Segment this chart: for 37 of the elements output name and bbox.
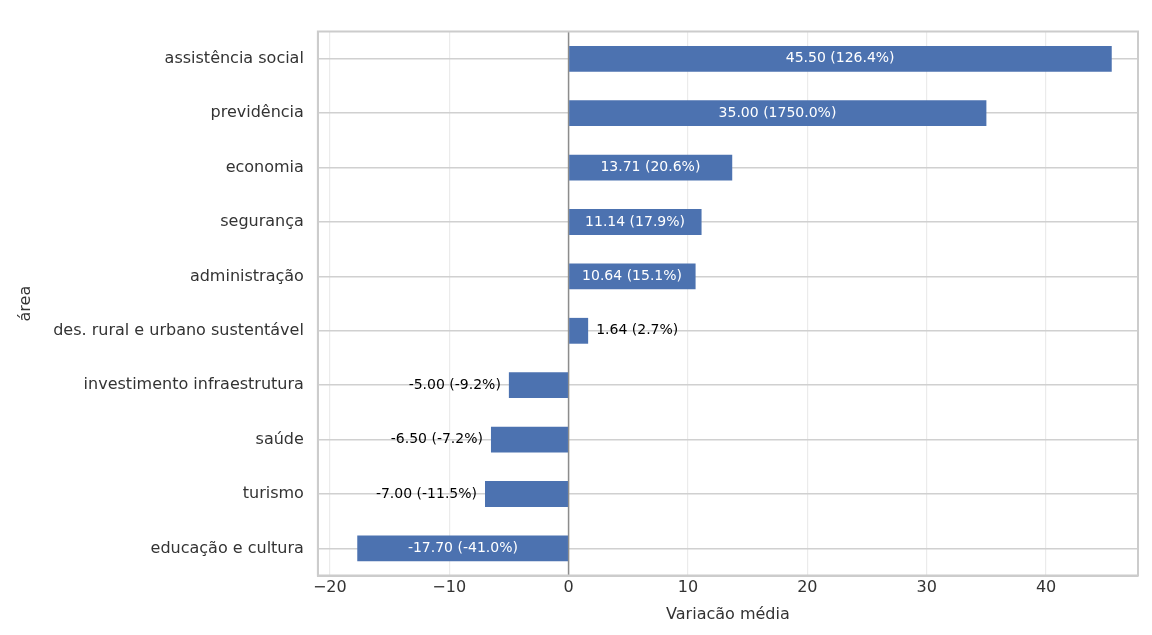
y-tick-label: assistência social [164, 47, 304, 67]
y-tick-label: previdência [210, 102, 304, 122]
y-tick-label: saúde [255, 428, 304, 448]
data-label: 11.14 (17.9%) [585, 212, 686, 229]
y-tick-label: administração [189, 265, 304, 285]
y-tick-label: segurança [220, 211, 304, 231]
data-label: 45.50 (126.4%) [785, 49, 895, 66]
data-label: 10.64 (15.1%) [582, 267, 683, 284]
x-axis-title: Variacão média [666, 603, 790, 623]
bar [569, 45, 1112, 72]
y-tick-label: des. rural e urbano sustentável [53, 319, 304, 339]
bar [357, 535, 568, 562]
data-label: -6.50 (-7.2%) [390, 430, 483, 447]
data-label: -5.00 (-9.2%) [408, 375, 501, 392]
x-tick-label: 20 [797, 577, 818, 597]
x-tick-label: 30 [916, 577, 937, 597]
y-tick-label: economia [225, 156, 304, 176]
y-tick-label: educação e cultura [150, 537, 304, 557]
x-tick-label: 0 [563, 577, 574, 597]
bar [569, 100, 987, 127]
y-tick-label: turismo [242, 483, 304, 503]
bar [490, 426, 568, 453]
bar [485, 481, 568, 507]
y-tick-label: investimento infraestrutura [83, 374, 304, 394]
data-label: -17.70 (-41.0%) [407, 539, 518, 556]
bar [569, 317, 589, 344]
data-label: 35.00 (1750.0%) [718, 103, 837, 120]
data-label: 1.64 (2.7%) [596, 321, 679, 338]
bar [569, 154, 733, 181]
x-tick-label: −20 [312, 577, 347, 597]
x-tick-label: −10 [432, 577, 467, 597]
x-tick-label: 40 [1035, 577, 1057, 597]
data-label: 13.71 (20.6%) [600, 158, 701, 175]
data-label: -7.00 (-11.5%) [375, 484, 477, 501]
bar [508, 372, 568, 399]
x-tick-label: 10 [677, 577, 699, 597]
y-axis-title: área [14, 285, 34, 322]
